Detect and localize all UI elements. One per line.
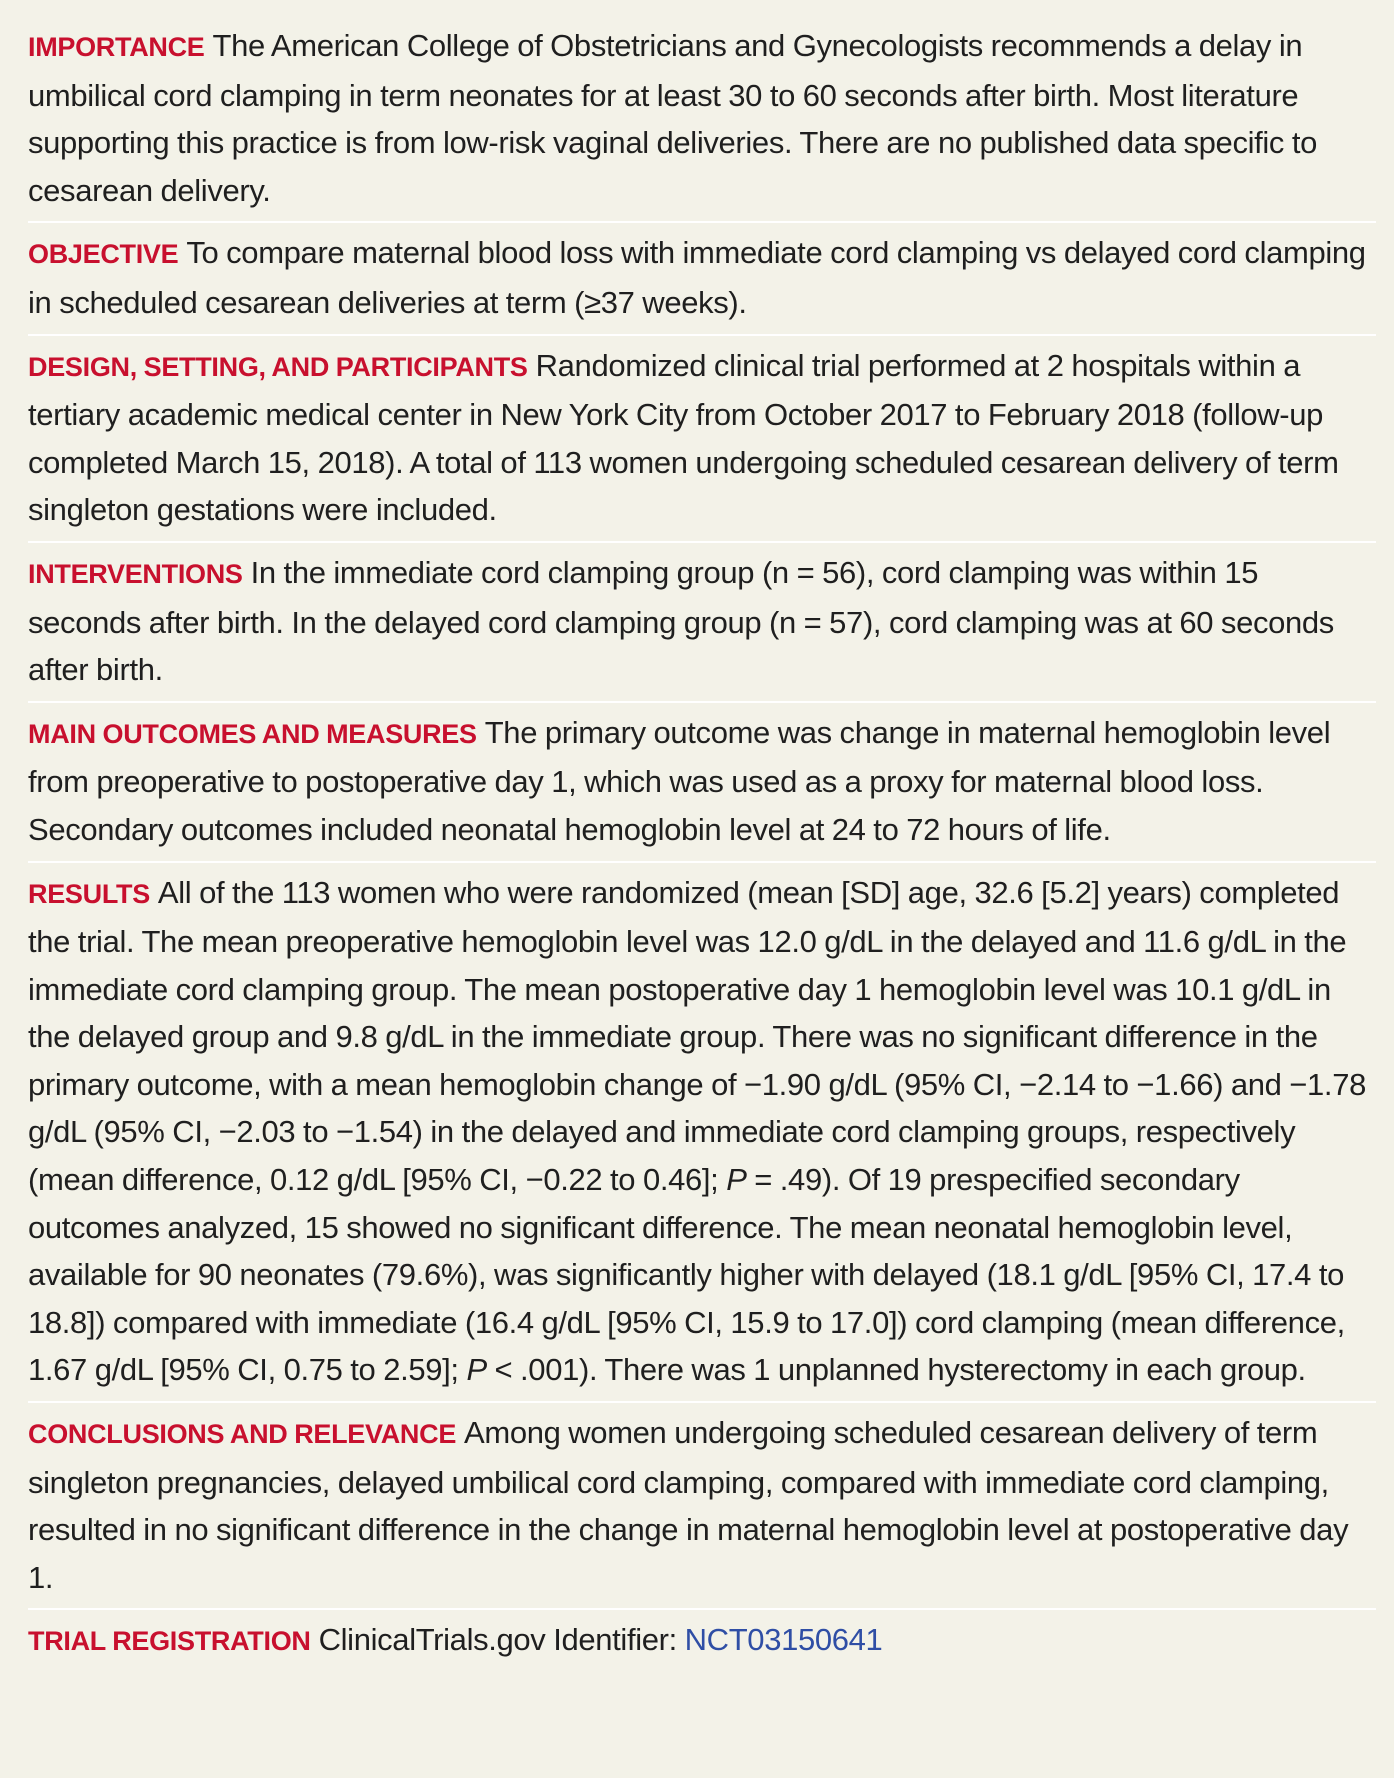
results-p-value-symbol-1: P bbox=[726, 1162, 747, 1198]
section-interventions: INTERVENTIONS In the immediate cord clamp… bbox=[28, 543, 1376, 703]
registration-identifier-link[interactable]: NCT03150641 bbox=[684, 1622, 883, 1658]
design-heading: DESIGN, SETTING, AND PARTICIPANTS bbox=[28, 351, 528, 382]
results-text-1: All of the 113 women who were randomized… bbox=[28, 874, 1366, 1198]
outcomes-heading: MAIN OUTCOMES AND MEASURES bbox=[28, 718, 477, 749]
importance-heading: IMPORTANCE bbox=[28, 32, 205, 62]
conclusions-text: Among women undergoing scheduled cesarea… bbox=[28, 1415, 1349, 1595]
section-importance: IMPORTANCE The American College of Obstet… bbox=[28, 14, 1376, 224]
registration-text: ClinicalTrials.gov Identifier: bbox=[318, 1622, 678, 1658]
results-heading: RESULTS bbox=[28, 878, 150, 909]
outcomes-text: The primary outcome was change in matern… bbox=[28, 714, 1331, 847]
results-text-2: = .49). Of 19 prespecified secondary out… bbox=[28, 1162, 1345, 1388]
conclusions-heading: CONCLUSIONS AND RELEVANCE bbox=[28, 1419, 457, 1450]
objective-heading: OBJECTIVE bbox=[28, 239, 179, 270]
section-objective: OBJECTIVE To compare maternal blood loss … bbox=[28, 223, 1376, 336]
interventions-heading: INTERVENTIONS bbox=[28, 558, 243, 589]
importance-text: The American College of Obstetricians an… bbox=[28, 28, 1318, 208]
section-results: RESULTS All of the 113 women who were ran… bbox=[28, 863, 1376, 1404]
section-conclusions: CONCLUSIONS AND RELEVANCE Among women und… bbox=[28, 1403, 1376, 1611]
registration-heading: TRIAL REGISTRATION bbox=[28, 1626, 311, 1657]
section-design: DESIGN, SETTING, AND PARTICIPANTS Randomi… bbox=[28, 336, 1376, 543]
results-p-value-symbol-2: P bbox=[466, 1352, 487, 1388]
section-outcomes: MAIN OUTCOMES AND MEASURES The primary ou… bbox=[28, 703, 1376, 863]
design-text: Randomized clinical trial performed at 2… bbox=[28, 347, 1339, 528]
results-text-3: < .001). There was 1 unplanned hysterect… bbox=[494, 1352, 1307, 1388]
objective-text: To compare maternal blood loss with imme… bbox=[28, 235, 1366, 320]
interventions-text: In the immediate cord clamping group (n … bbox=[28, 554, 1334, 688]
section-registration: TRIAL REGISTRATION ClinicalTrials.gov Ide… bbox=[28, 1610, 1376, 1673]
